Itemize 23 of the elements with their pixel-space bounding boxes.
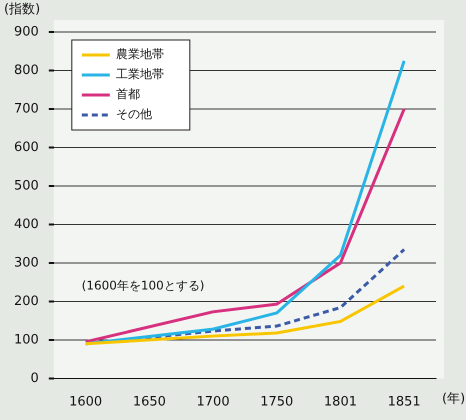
x-tick-label: 1750 [260,394,294,410]
y-tick-label: 500 [14,178,39,194]
legend-label: その他 [116,107,152,122]
legend-label: 農業地帯 [116,47,164,62]
x-tick-label: 1650 [132,394,166,410]
y-tick-label: 300 [14,255,39,270]
y-tick-label: 400 [14,216,39,232]
y-tick-label: 800 [14,62,39,78]
x-axis-title: (年) [442,391,466,406]
x-tick-label: 1700 [196,394,230,410]
y-tick-label: 600 [14,140,39,155]
x-tick-label: 1851 [388,394,421,410]
y-tick-label: 100 [14,332,39,348]
x-tick-label: 1600 [69,394,102,410]
legend-label: 首都 [116,87,140,102]
y-tick-label: 700 [14,101,39,116]
annotation: (1600年を100とする) [82,278,204,292]
y-tick-label: 200 [14,294,39,309]
legend-label: 工業地帯 [116,67,164,82]
x-tick-label: 1801 [324,394,357,410]
y-tick-label: 0 [30,370,39,386]
y-axis-title: (指数) [4,2,40,17]
y-tick-label: 900 [14,24,39,40]
